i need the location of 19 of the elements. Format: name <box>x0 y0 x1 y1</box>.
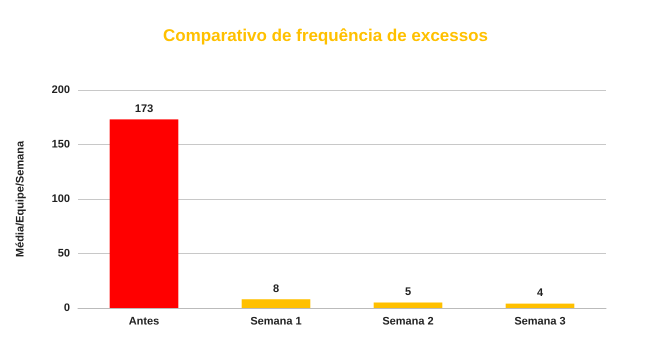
bar <box>506 304 574 308</box>
data-label: 8 <box>272 282 280 295</box>
bar <box>242 299 310 308</box>
y-tick-label: 200 <box>52 84 70 96</box>
y-tick-label: 0 <box>64 302 70 314</box>
bar <box>110 119 178 308</box>
x-tick-label: Antes <box>128 316 160 328</box>
x-tick-label: Semana 3 <box>514 316 566 328</box>
x-tick-label: Semana 2 <box>382 316 434 328</box>
bar <box>374 302 442 308</box>
data-label: 173 <box>134 102 154 115</box>
y-tick-label: 50 <box>58 248 70 260</box>
chart-title: Comparativo de frequência de excessos <box>162 26 488 45</box>
y-tick-label: 150 <box>52 138 70 150</box>
data-label: 5 <box>404 286 412 298</box>
x-tick-label: Semana 1 <box>250 316 302 328</box>
data-label: 4 <box>536 287 544 300</box>
y-axis-title: Média/Equipe/Semana <box>14 140 26 258</box>
y-tick-label: 100 <box>52 193 70 205</box>
